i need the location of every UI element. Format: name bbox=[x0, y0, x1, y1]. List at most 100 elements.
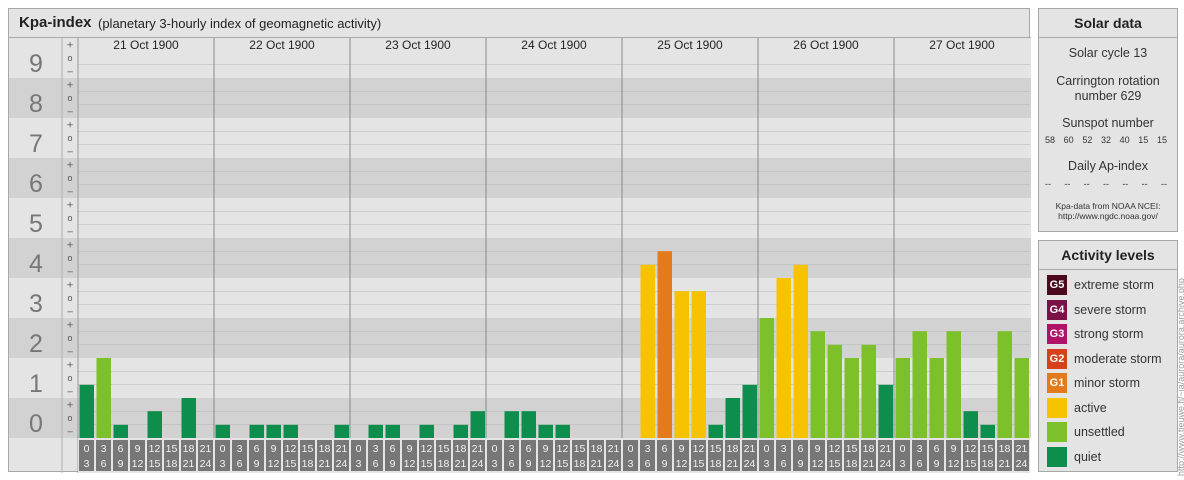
interval-end-label: 15 bbox=[285, 458, 297, 470]
legend-label: active bbox=[1074, 400, 1107, 415]
legend-swatch: G2 bbox=[1047, 348, 1067, 369]
interval-start-label: 9 bbox=[271, 443, 277, 455]
interval-end-label: 21 bbox=[183, 458, 195, 470]
interval-start-label: 21 bbox=[1016, 443, 1028, 455]
interval-start-label: 3 bbox=[917, 443, 923, 455]
interval-end-label: 18 bbox=[166, 458, 178, 470]
y-subtick-label: o bbox=[67, 214, 72, 224]
interval-end-label: 12 bbox=[540, 458, 552, 470]
legend-swatch bbox=[1047, 422, 1067, 442]
interval-cell bbox=[487, 440, 502, 471]
interval-end-label: 6 bbox=[237, 458, 243, 470]
interval-end-label: 9 bbox=[934, 458, 940, 470]
interval-end-label: 24 bbox=[472, 458, 484, 470]
interval-cell bbox=[147, 440, 162, 471]
kp-bar bbox=[657, 251, 672, 438]
interval-cell bbox=[742, 440, 757, 471]
interval-start-label: 12 bbox=[285, 443, 297, 455]
interval-cell bbox=[674, 440, 689, 471]
interval-cell bbox=[1014, 440, 1029, 471]
interval-start-label: 21 bbox=[744, 443, 756, 455]
interval-start-label: 9 bbox=[679, 443, 685, 455]
interval-end-label: 21 bbox=[863, 458, 875, 470]
legend-item: G3 strong storm bbox=[1047, 324, 1143, 344]
interval-cell bbox=[334, 440, 349, 471]
interval-end-label: 3 bbox=[356, 458, 362, 470]
interval-start-label: 12 bbox=[829, 443, 841, 455]
day-header-bg bbox=[78, 38, 1030, 52]
interval-start-label: 15 bbox=[846, 443, 858, 455]
interval-start-label: 12 bbox=[149, 443, 161, 455]
y-tick-label: 7 bbox=[29, 130, 43, 158]
legend-label: quiet bbox=[1074, 449, 1102, 464]
legend-item: G4 severe storm bbox=[1047, 299, 1146, 320]
interval-end-label: 15 bbox=[693, 458, 705, 470]
interval-cell bbox=[589, 440, 604, 471]
interval-cell bbox=[130, 440, 145, 471]
interval-start-label: 15 bbox=[710, 443, 722, 455]
day-label: 23 Oct 1900 bbox=[385, 38, 451, 52]
interval-end-label: 21 bbox=[591, 458, 603, 470]
y-subtick-label: o bbox=[67, 294, 72, 304]
interval-cell bbox=[249, 440, 264, 471]
credit-url: http://www.tieuwe.fi/~ja/aurora/aurora.a… bbox=[1176, 278, 1184, 476]
interval-start-label: 6 bbox=[526, 443, 532, 455]
interval-end-label: 6 bbox=[509, 458, 515, 470]
interval-end-label: 21 bbox=[455, 458, 467, 470]
interval-end-label: 18 bbox=[438, 458, 450, 470]
interval-end-label: 6 bbox=[645, 458, 651, 470]
interval-cell bbox=[266, 440, 281, 471]
kp-bar bbox=[776, 278, 791, 438]
y-subtick-label: + bbox=[66, 401, 73, 411]
interval-cell bbox=[385, 440, 400, 471]
interval-end-label: 24 bbox=[880, 458, 892, 470]
interval-end-label: 12 bbox=[948, 458, 960, 470]
interval-start-label: 12 bbox=[557, 443, 569, 455]
kp-bar bbox=[759, 318, 774, 438]
interval-start-label: 0 bbox=[84, 443, 90, 455]
data-source-link[interactable]: http://www.ngdc.noaa.gov/ bbox=[1058, 211, 1158, 221]
interval-start-label: 9 bbox=[951, 443, 957, 455]
kp-bar bbox=[980, 424, 995, 438]
interval-end-label: 21 bbox=[727, 458, 739, 470]
kp-bar bbox=[147, 411, 162, 438]
interval-end-label: 12 bbox=[676, 458, 688, 470]
y-subtick-label: + bbox=[66, 41, 73, 51]
kp-bar bbox=[453, 424, 468, 438]
interval-cell bbox=[963, 440, 978, 471]
kp-bar bbox=[708, 424, 723, 438]
interval-start-label: 6 bbox=[662, 443, 668, 455]
interval-end-label: 24 bbox=[744, 458, 756, 470]
interval-start-label: 15 bbox=[982, 443, 994, 455]
interval-start-label: 21 bbox=[880, 443, 892, 455]
kp-band bbox=[9, 398, 1031, 438]
y-subtick-label: − bbox=[66, 347, 73, 357]
interval-end-label: 12 bbox=[268, 458, 280, 470]
interval-end-label: 18 bbox=[846, 458, 858, 470]
interval-cell bbox=[283, 440, 298, 471]
kp-bar bbox=[555, 424, 570, 438]
interval-start-label: 9 bbox=[135, 443, 141, 455]
sunspot-label: Sunspot number bbox=[1062, 116, 1154, 130]
kp-bar bbox=[861, 344, 876, 438]
y-subtick-label: + bbox=[66, 241, 73, 251]
interval-end-label: 15 bbox=[965, 458, 977, 470]
interval-cell bbox=[827, 440, 842, 471]
interval-cell bbox=[691, 440, 706, 471]
legend-item: G2 moderate storm bbox=[1047, 348, 1162, 369]
y-tick-label: 6 bbox=[29, 170, 43, 198]
y-subtick-label: − bbox=[66, 227, 73, 237]
interval-cell bbox=[113, 440, 128, 471]
solar-data-panel: Solar data Solar cycle 13 Carrington rot… bbox=[1038, 8, 1178, 232]
kp-bar bbox=[725, 398, 740, 438]
interval-start-label: 6 bbox=[798, 443, 804, 455]
chart-header: Kpa-index (planetary 3-hourly index of g… bbox=[9, 9, 1029, 37]
interval-cell bbox=[657, 440, 672, 471]
y-subtick-label: o bbox=[67, 254, 72, 264]
y-subtick-label: − bbox=[66, 107, 73, 117]
interval-cell bbox=[793, 440, 808, 471]
kp-bar bbox=[249, 424, 264, 438]
interval-cell bbox=[623, 440, 638, 471]
interval-end-label: 15 bbox=[149, 458, 161, 470]
interval-start-label: 6 bbox=[254, 443, 260, 455]
